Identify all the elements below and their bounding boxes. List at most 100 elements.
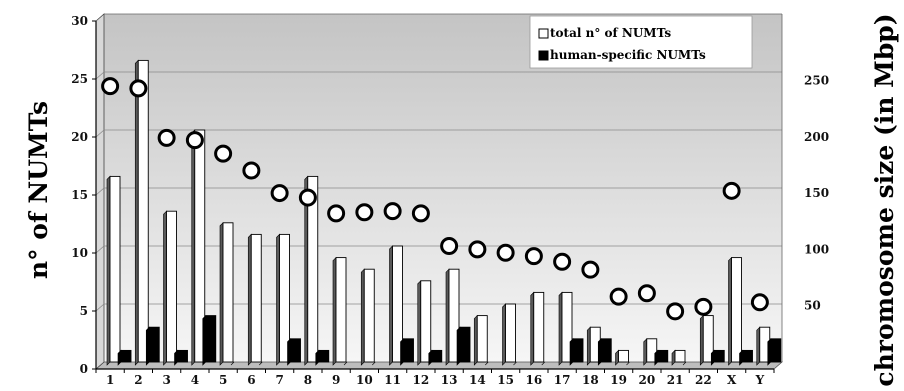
bar-side [671, 349, 676, 366]
bar-total-numts [335, 257, 347, 363]
chromosome-size-point [383, 202, 402, 221]
chromosome-size-point [157, 128, 176, 147]
bar-side [428, 349, 433, 366]
x-tick-label: 11 [384, 373, 401, 387]
bar-total-numts [363, 268, 375, 363]
bar-side [513, 361, 517, 366]
x-axis-ticks: 1 2 3 4 5 6 7 8 9 10 11 12 13 14 15 16 17 18 19 20 21 22 X Y [95, 369, 775, 387]
bar-side [615, 349, 619, 366]
bar-side [710, 349, 715, 366]
right-axis-ticks: 50 100 150 200 250 [804, 73, 829, 312]
bar-side [456, 326, 461, 366]
bar-side [699, 314, 704, 366]
legend-swatch-human-specific [538, 50, 549, 61]
chromosome-size-point [185, 131, 204, 150]
bar-total-numts [166, 210, 177, 363]
bar-side [276, 233, 280, 366]
size-points [101, 77, 769, 321]
bar-side [445, 268, 450, 366]
bar-human-specific-numts [713, 349, 725, 363]
bar-total-numts [561, 291, 573, 363]
bar-side [372, 361, 376, 366]
gridline-side [95, 303, 105, 312]
x-tick-label: 4 [191, 373, 199, 387]
bar-human-specific-numts [572, 338, 584, 363]
bar-side [597, 338, 602, 366]
bar-total-numts [533, 291, 545, 363]
chromosome-size-point [524, 247, 543, 266]
left-axis-ticks: 0 5 10 15 20 25 30 [71, 14, 96, 376]
bar-side [417, 280, 422, 366]
bar-human-specific-numts [318, 349, 330, 363]
bar-side [473, 314, 478, 366]
bar-human-specific-numts [431, 349, 443, 363]
bar-side [400, 338, 404, 366]
chromosome-size-point [750, 293, 769, 312]
y2-tick-label: 150 [804, 186, 829, 200]
bar-side [360, 268, 365, 366]
bar-total-numts [222, 222, 234, 363]
bar-side [230, 361, 235, 366]
y2-tick-label: 50 [804, 299, 821, 313]
bar-total-numts [702, 315, 714, 363]
y-tick-label: 20 [71, 130, 88, 144]
x-tick-label: 16 [526, 373, 543, 387]
bar-side [389, 245, 393, 366]
bar-side [332, 256, 337, 366]
chromosome-size-point [440, 237, 459, 255]
legend-box [529, 15, 753, 69]
plot-floor [94, 361, 784, 370]
bar-side [287, 338, 291, 366]
chromosome-size-point [214, 144, 233, 163]
chromosome-size-point [609, 287, 628, 306]
bar-total-numts [194, 129, 206, 363]
chromosome-size-point [553, 252, 572, 271]
bar-side [643, 338, 648, 366]
bar-total-numts [476, 315, 488, 363]
bar-total-numts [250, 233, 262, 363]
bar-total-numts [448, 268, 460, 363]
bar-human-specific-numts [657, 349, 669, 363]
bar-total-numts [137, 59, 149, 363]
legend-swatch-total [538, 28, 549, 39]
bar-human-specific-numts [290, 338, 301, 363]
bar-side [343, 361, 348, 366]
chromosome-size-point [411, 204, 430, 223]
x-tick-label: X [727, 373, 737, 387]
chromosome-size-point [637, 284, 656, 303]
chromosome-size-point [270, 184, 289, 203]
bar-total-numts [420, 280, 432, 363]
y-tick-label: 0 [80, 362, 88, 376]
bar-side [739, 349, 743, 366]
chromosome-size-point [694, 297, 713, 316]
y-tick-label: 5 [80, 304, 88, 318]
bar-side [530, 291, 535, 366]
chromosome-size-point [722, 181, 741, 200]
bar-human-specific-numts [742, 349, 753, 363]
y-axis-title: n° of NUMTs [24, 101, 53, 279]
bar-side [756, 326, 761, 366]
bar-side [682, 361, 687, 366]
chromosome-size-point [496, 243, 515, 262]
chromosome-size-point [242, 161, 261, 180]
bar-human-specific-numts [177, 349, 188, 363]
x-tick-label: 8 [304, 373, 312, 387]
legend: total n° of NUMTs human-specific NUMTs [529, 15, 753, 69]
y2-tick-label: 200 [804, 130, 829, 144]
bar-human-specific-numts [120, 349, 132, 363]
bar-side [728, 256, 732, 366]
x-tick-label: 6 [247, 373, 255, 387]
chromosome-size-point [101, 77, 120, 96]
chromosome-size-point [355, 203, 374, 222]
x-tick-label: 14 [469, 373, 486, 387]
gridline-side [95, 129, 105, 138]
bar-total-numts [279, 233, 290, 363]
bar-total-numts [392, 245, 403, 363]
bar-side [767, 338, 772, 366]
bar-side [558, 291, 563, 366]
x-tick-label: 1 [106, 373, 114, 387]
bars [106, 59, 782, 366]
y2-axis-title: chromosome size (in Mbp) [870, 13, 899, 386]
bar-human-specific-numts [403, 338, 414, 363]
